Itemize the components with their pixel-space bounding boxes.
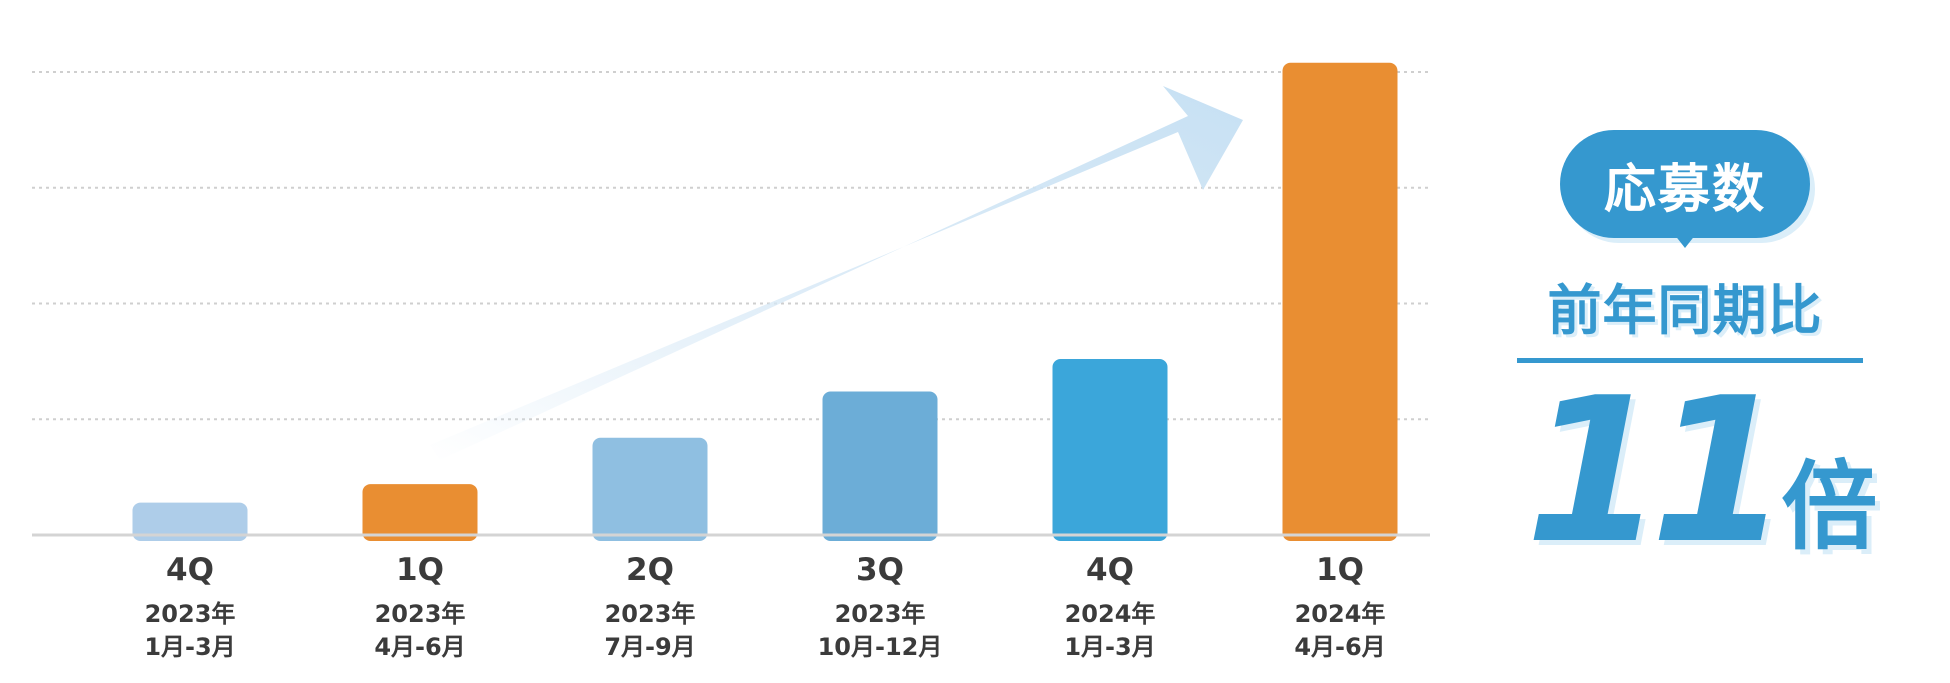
badge-tail [1674, 234, 1696, 248]
bar-3 [592, 437, 708, 541]
tick-label-quarter: 1Q [1316, 552, 1364, 588]
bar-5 [1052, 359, 1168, 541]
tick-label-year: 2024年 [1065, 600, 1156, 628]
bar-4 [822, 391, 938, 541]
tick-label-months: 1月-3月 [1064, 633, 1155, 661]
tick-label-months: 4月-6月 [1294, 633, 1385, 661]
tick-label-quarter: 1Q [396, 552, 444, 588]
comparison-panel: 応募数 前年同期比 11倍 [1500, 120, 1900, 600]
growth-ratio: 11倍 [1525, 362, 1877, 582]
tick-label-year: 2024年 [1295, 600, 1386, 628]
tick-label-year: 2023年 [375, 600, 466, 628]
applications-badge: 応募数 [1560, 130, 1810, 238]
tick-label-months: 7月-9月 [604, 633, 695, 661]
tick-label-quarter: 3Q [856, 552, 904, 588]
tick-label-quarter: 4Q [1086, 552, 1134, 588]
ratio-value: 11 [1525, 355, 1789, 588]
bar-2 [362, 484, 478, 541]
bar-chart: 4Q 2023年 1月-3月 1Q 2023年 4月-6月 2Q 2023年 7月-9月 3Q 20… [32, 62, 1430, 661]
yoy-label: 前年同期比 [1547, 279, 1823, 342]
divider [1517, 358, 1863, 363]
tick-label-year: 2023年 [835, 600, 926, 628]
tick-label-year: 2023年 [605, 600, 696, 628]
tick-label-months: 10月-12月 [818, 633, 943, 661]
tick-label-months: 4月-6月 [374, 633, 465, 661]
ratio-unit: 倍 [1781, 451, 1878, 563]
bar-6 [1282, 62, 1398, 542]
trend-arrow [430, 86, 1243, 460]
tick-label-quarter: 2Q [626, 552, 674, 588]
tick-label-year: 2023年 [145, 600, 236, 628]
tick-label-months: 1月-3月 [144, 633, 235, 661]
bar-1 [132, 502, 248, 541]
tick-label-quarter: 4Q [166, 552, 214, 588]
badge-label: 応募数 [1603, 159, 1766, 220]
